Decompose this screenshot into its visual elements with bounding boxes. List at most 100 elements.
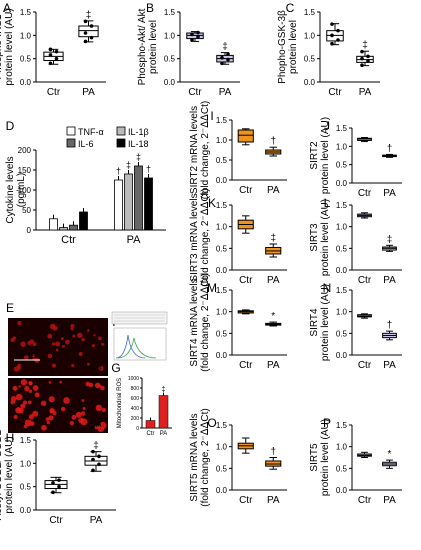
scale-bar-label: 100 µm bbox=[17, 352, 37, 358]
panel-M: M 0.0 0.5 1.0 1.5 SIRT4 mRNA levels (fold chan… bbox=[189, 273, 287, 372]
significance-mark: † bbox=[116, 166, 121, 176]
cell-spot bbox=[49, 409, 53, 414]
y-tick-label: 0.0 bbox=[216, 486, 228, 495]
legend-label: TNF-α bbox=[78, 127, 104, 137]
y-axis-label: Mitochondrial ROS bbox=[117, 378, 123, 428]
data-point bbox=[190, 38, 194, 42]
cell-spot bbox=[70, 327, 74, 331]
y-tick-label: 1.5 bbox=[216, 286, 228, 295]
y-tick-label: 1.5 bbox=[336, 421, 348, 430]
cell-spot bbox=[10, 395, 17, 402]
cell-spot bbox=[87, 329, 90, 332]
cell-spot bbox=[40, 400, 47, 407]
data-point bbox=[57, 478, 61, 482]
cell-spot bbox=[101, 342, 105, 346]
data-point bbox=[366, 54, 370, 59]
cell-spot bbox=[51, 342, 56, 346]
cell-spot bbox=[86, 362, 90, 366]
y-axis-label: (pg/mL) bbox=[16, 173, 27, 207]
significance-mark: ‡ bbox=[362, 40, 368, 51]
y-tick-label: 1.0 bbox=[216, 443, 228, 452]
y-axis-label: (fold change, 2⁻ᐃᐃCt) bbox=[200, 101, 211, 199]
y-tick-label: 0.5 bbox=[336, 244, 348, 253]
x-tick-label: Ctr bbox=[358, 360, 372, 371]
cell-spot bbox=[72, 334, 76, 338]
x-tick-label: Ctr bbox=[47, 87, 61, 98]
cell-spot bbox=[20, 379, 28, 386]
y-tick-label: 1.0 bbox=[216, 223, 228, 232]
x-tick-label: Ctr bbox=[61, 234, 76, 246]
cell-spot bbox=[27, 400, 32, 405]
significance-mark: * bbox=[271, 311, 275, 322]
y-axis-label: SIRT4 bbox=[309, 308, 320, 337]
y-axis-label: SIRT5 mRNA levels bbox=[189, 413, 200, 501]
micrograph-image bbox=[8, 318, 108, 376]
y-tick-label: 0.5 bbox=[336, 329, 348, 338]
data-point bbox=[360, 49, 364, 54]
cell-spot bbox=[24, 385, 30, 392]
y-axis-label: SIRT3 mRNA levels bbox=[189, 193, 200, 281]
bar bbox=[79, 211, 88, 231]
cell-spot bbox=[15, 393, 23, 401]
cell-spot bbox=[81, 399, 85, 402]
y-tick-label: 1000 bbox=[128, 376, 139, 382]
y-tick-label: 1.5 bbox=[216, 201, 228, 210]
significance-mark: † bbox=[270, 447, 276, 458]
x-tick-label: Ctr bbox=[188, 87, 202, 98]
x-tick-label: PA bbox=[127, 234, 142, 246]
y-axis-label: protein level bbox=[148, 20, 159, 74]
y-tick-label: 0.0 bbox=[336, 266, 348, 275]
panel-label: D bbox=[6, 119, 15, 133]
cell-spot bbox=[78, 417, 84, 424]
y-tick-label: 0.5 bbox=[336, 161, 348, 170]
y-tick-label: 0.5 bbox=[216, 156, 228, 165]
cell-spot bbox=[23, 355, 29, 360]
y-tick-label: 0.5 bbox=[336, 464, 348, 473]
legend-swatch bbox=[116, 138, 126, 148]
data-point bbox=[54, 49, 59, 54]
y-axis-label: protein level bbox=[288, 20, 299, 74]
y-axis-label: (fold change, 2⁻ᐃᐃCt) bbox=[200, 188, 211, 286]
data-point bbox=[220, 55, 224, 60]
cell-spot bbox=[47, 333, 53, 339]
panel-label: A bbox=[3, 1, 11, 15]
cell-spot bbox=[47, 353, 53, 359]
cell-spot bbox=[55, 341, 61, 347]
significance-mark: ‡ bbox=[136, 152, 141, 162]
panel-N: N 0.0 0.5 1.0 1.5 SIRT4 protein level (AU) Ctr P… bbox=[309, 281, 402, 371]
cell-spot bbox=[88, 382, 94, 388]
panel-label: G bbox=[111, 361, 120, 375]
box bbox=[78, 25, 99, 38]
panel-label: I bbox=[210, 109, 213, 123]
y-axis-label: protein level (AU) bbox=[320, 419, 331, 496]
x-tick-label: Ctr bbox=[147, 431, 155, 437]
data-point bbox=[366, 59, 370, 63]
cell-spot bbox=[32, 354, 36, 358]
bar bbox=[59, 227, 68, 231]
panel-label: P bbox=[323, 416, 331, 430]
cell-spot bbox=[48, 396, 55, 403]
panel-G: G 0 200 400 600 800 1000 Mitochondrial ROS Ctr PA… bbox=[111, 361, 172, 437]
y-tick-label: 1.5 bbox=[336, 124, 348, 133]
panel-label: H bbox=[6, 431, 15, 445]
cell-spot bbox=[46, 420, 50, 425]
y-tick-label: 0.0 bbox=[304, 78, 316, 87]
cell-spot bbox=[97, 336, 102, 341]
cell-spot bbox=[16, 407, 20, 411]
cell-spot bbox=[71, 414, 77, 420]
legend-swatch bbox=[66, 126, 76, 136]
y-tick-label: 1.5 bbox=[164, 8, 176, 17]
panel-J: J 0.0 0.5 1.0 1.5 SIRT2 protein level (AU) Ctr P… bbox=[309, 117, 402, 199]
y-tick-label: 1.0 bbox=[216, 136, 228, 145]
data-point bbox=[360, 63, 364, 67]
cell-spot bbox=[28, 389, 33, 393]
y-tick-label: 1.0 bbox=[20, 31, 32, 40]
image-label: Ctr bbox=[90, 362, 102, 372]
x-tick-label: Ctr bbox=[328, 87, 342, 98]
cell-spot bbox=[20, 403, 26, 409]
y-tick-label: 0.0 bbox=[336, 179, 348, 188]
cell-spot bbox=[59, 380, 62, 384]
data-point bbox=[196, 30, 200, 35]
x-tick-label: PA bbox=[383, 188, 396, 199]
y-tick-label: 0.5 bbox=[304, 55, 316, 64]
